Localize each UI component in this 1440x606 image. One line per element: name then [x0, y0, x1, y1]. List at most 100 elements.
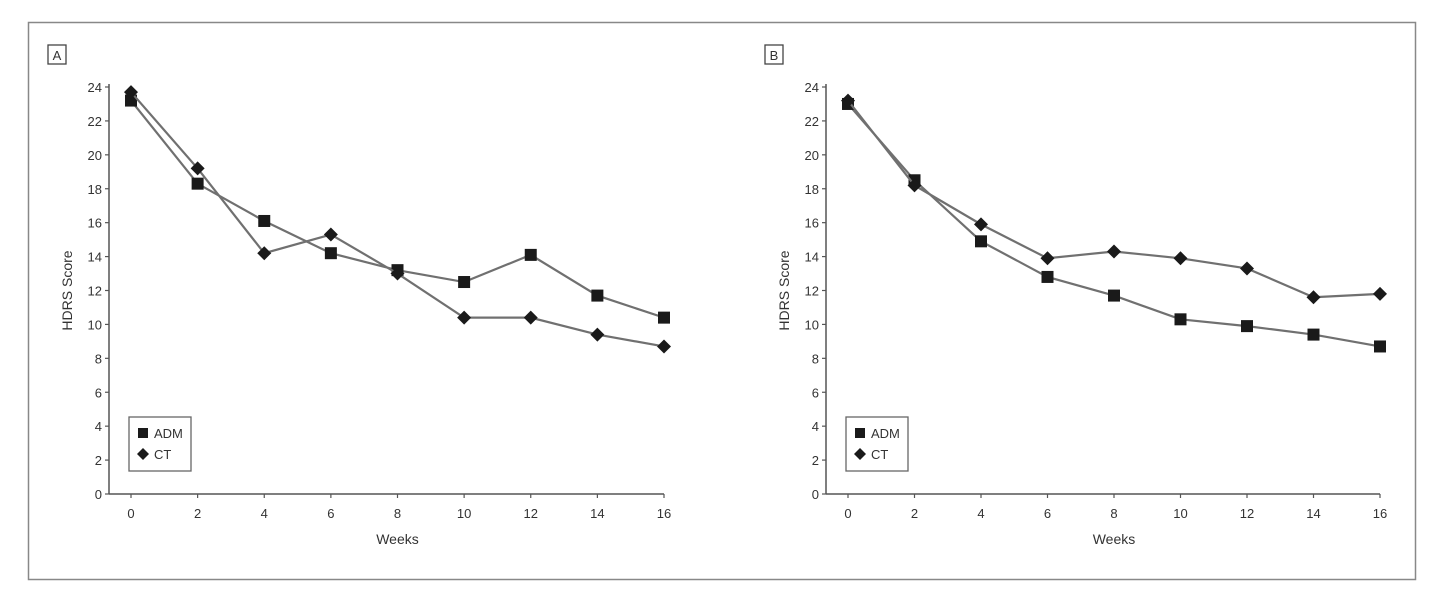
legend-label: ADM — [154, 426, 183, 441]
x-tick-label: 10 — [1173, 506, 1187, 521]
data-point-adm — [591, 289, 604, 302]
data-point-adm — [1041, 270, 1054, 283]
series-line-adm — [130, 99, 665, 319]
data-point-ct — [323, 227, 338, 242]
y-tick-label: 12 — [805, 284, 819, 299]
y-tick-label: 14 — [88, 250, 102, 265]
y-tick-label: 2 — [812, 453, 819, 468]
legend-box — [128, 416, 192, 472]
data-point-adm — [524, 248, 537, 261]
legend-label: CT — [871, 447, 888, 462]
y-tick-label: 22 — [88, 114, 102, 129]
data-point-adm — [1241, 320, 1253, 333]
data-point-adm — [258, 214, 271, 227]
y-tick-label: 10 — [805, 317, 819, 332]
panel-label: A — [53, 48, 62, 63]
y-tick-label: 20 — [805, 148, 819, 163]
series-line-ct — [130, 91, 665, 348]
y-tick-label: 6 — [95, 385, 102, 400]
series-line-adm — [847, 103, 1381, 348]
data-point-ct — [1240, 261, 1254, 276]
legend: ADM CT — [845, 416, 909, 472]
legend-diamond-icon — [137, 448, 149, 460]
figure-frame — [27, 21, 1417, 581]
y-tick-label: 24 — [88, 80, 102, 95]
panel-label: B — [770, 48, 779, 63]
data-point-ct — [124, 85, 138, 100]
y-tick-label: 12 — [88, 284, 102, 299]
data-point-adm — [1108, 289, 1120, 302]
data-point-adm — [1307, 328, 1320, 341]
data-point-ct — [974, 217, 988, 232]
x-tick-label: 12 — [524, 506, 538, 521]
data-point-adm — [125, 94, 137, 107]
y-axis-label: HDRS Score — [59, 250, 75, 330]
y-tick-label: 16 — [805, 216, 819, 231]
legend-label: CT — [154, 447, 171, 462]
legend: ADM CT — [128, 416, 192, 472]
x-tick-label: 8 — [1110, 506, 1117, 521]
data-point-ct — [907, 178, 922, 193]
data-point-ct — [1173, 251, 1188, 266]
data-point-ct — [1306, 290, 1321, 305]
legend-label: ADM — [871, 426, 900, 441]
y-tick-label: 4 — [95, 419, 102, 434]
data-point-ct — [457, 310, 472, 325]
y-tick-label: 0 — [95, 487, 102, 502]
data-point-ct — [523, 310, 538, 325]
y-tick-label: 22 — [805, 114, 819, 129]
x-tick-label: 4 — [977, 506, 984, 521]
y-tick-label: 0 — [812, 487, 819, 502]
x-tick-label: 6 — [327, 506, 334, 521]
y-axis-label: HDRS Score — [776, 250, 792, 330]
series-line-ct — [847, 99, 1381, 299]
y-tick-label: 18 — [88, 182, 102, 197]
x-tick-label: 0 — [844, 506, 851, 521]
data-point-ct — [657, 339, 671, 354]
y-tick-label: 14 — [805, 250, 819, 265]
x-tick-label: 2 — [194, 506, 201, 521]
data-point-ct — [257, 246, 272, 261]
data-point-ct — [190, 161, 205, 176]
y-tick-label: 10 — [88, 317, 102, 332]
data-point-ct — [390, 266, 405, 281]
x-tick-label: 16 — [657, 506, 671, 521]
x-axis-label: Weeks — [1093, 531, 1136, 547]
data-point-adm — [975, 235, 987, 248]
data-point-adm — [324, 247, 337, 260]
legend-square-icon — [138, 428, 148, 438]
data-point-adm — [191, 177, 204, 190]
y-tick-label: 6 — [812, 385, 819, 400]
y-tick-label: 20 — [88, 148, 102, 163]
x-tick-label: 10 — [457, 506, 471, 521]
y-tick-label: 8 — [812, 351, 819, 366]
x-tick-label: 0 — [127, 506, 134, 521]
x-tick-label: 14 — [1306, 506, 1320, 521]
x-axis-label: Weeks — [376, 531, 419, 547]
data-point-adm — [1174, 313, 1187, 326]
legend-box — [845, 416, 909, 472]
legend-diamond-icon — [854, 448, 866, 460]
y-tick-label: 2 — [95, 453, 102, 468]
x-tick-label: 8 — [394, 506, 401, 521]
x-tick-label: 2 — [911, 506, 918, 521]
panel-label-box — [47, 44, 67, 65]
data-point-adm — [658, 311, 670, 324]
data-point-ct — [590, 327, 605, 342]
x-tick-label: 6 — [1044, 506, 1051, 521]
x-tick-label: 4 — [261, 506, 268, 521]
x-tick-label: 16 — [1373, 506, 1387, 521]
y-tick-label: 24 — [805, 80, 819, 95]
x-tick-label: 12 — [1240, 506, 1254, 521]
data-point-ct — [1107, 244, 1121, 259]
data-point-ct — [1373, 286, 1387, 301]
y-tick-label: 4 — [812, 419, 819, 434]
legend-square-icon — [855, 428, 865, 438]
panel-label-box — [764, 44, 784, 65]
x-tick-label: 14 — [590, 506, 604, 521]
data-point-adm — [1374, 340, 1386, 353]
y-tick-label: 8 — [95, 351, 102, 366]
